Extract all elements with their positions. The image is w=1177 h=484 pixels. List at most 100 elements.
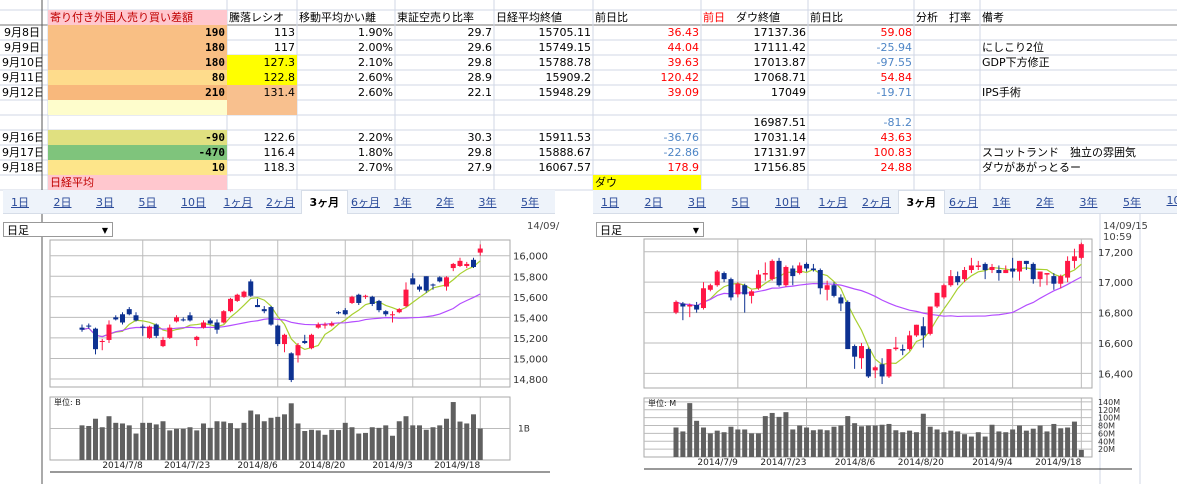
tab-2ヶ月[interactable]: 2ヶ月 [862,196,891,209]
cell-short[interactable]: 29.7 [467,26,493,39]
tab-1ヶ月[interactable]: 1ヶ月 [223,196,253,209]
cell-nk-chg[interactable]: 39.63 [667,56,700,69]
foreign-flow-header[interactable]: 寄り付き外国人売り買い差額 [48,10,227,25]
cell-dow[interactable]: 17031.14 [753,131,807,144]
cell-date[interactable]: 9月8日 [4,26,40,39]
cell-note[interactable]: スコットランド 独立の雰囲気 [982,146,1136,159]
tab-3年[interactable]: 3年 [1079,196,1098,209]
ma-deviation-header[interactable]: 移動平均かい離 [299,11,376,24]
cell-ratio[interactable]: 113 [274,26,295,39]
cell-dow-chg[interactable]: 24.88 [880,161,913,174]
cell-nk-chg[interactable]: -36.76 [663,131,699,144]
cell-dow[interactable]: 17013.87 [753,56,807,69]
cell-ratio[interactable]: 131.4 [227,85,297,100]
tab-3日[interactable]: 3日 [688,196,706,209]
tab-1年[interactable]: 1年 [992,196,1011,209]
tab-3日[interactable]: 3日 [96,196,114,209]
cell-ma-dev[interactable]: 2.70% [358,161,393,174]
cell-dow[interactable]: 17137.36 [753,26,807,39]
cell-ma-dev[interactable]: 2.60% [358,86,393,99]
cell-ratio[interactable]: 118.3 [263,161,296,174]
cell-foreign[interactable]: 190 [48,25,227,40]
cell-dow[interactable]: 17068.71 [753,71,807,84]
tab-10日[interactable]: 10日 [181,196,206,209]
cell-dow-chg[interactable]: 59.08 [880,26,913,39]
cell-nikkei[interactable]: 15749.15 [538,41,592,54]
cell-ratio[interactable]: 122.8 [227,70,297,85]
cell-dow[interactable]: 17111.42 [753,41,807,54]
tab-2日[interactable]: 2日 [53,196,72,209]
tab-2ヶ月[interactable]: 2ヶ月 [266,196,295,209]
tab-3ヶ月[interactable]: 3ヶ月 [897,190,946,214]
cell-nikkei[interactable]: 15888.67 [538,146,592,159]
cell-nikkei[interactable]: 16067.57 [538,161,592,174]
cell-ma-dev[interactable]: 1.90% [358,26,393,39]
dow-change-header[interactable]: 前日比 [810,11,843,24]
tab-5年[interactable]: 5年 [521,196,539,209]
cell-ma-dev[interactable]: 2.20% [358,131,393,144]
cell-nk-chg[interactable]: 36.43 [667,26,700,39]
cell-nikkei[interactable]: 15948.29 [538,86,592,99]
cell-nk-chg[interactable]: -22.86 [663,146,699,159]
cell-dow-chg[interactable]: 100.83 [873,146,913,159]
tab-5日[interactable]: 5日 [731,196,750,209]
cell-dow[interactable]: 17131.97 [753,146,807,159]
cell-dow-chg[interactable]: -81.2 [883,116,912,129]
cell-short[interactable]: 22.1 [467,86,493,99]
cell-ma-dev[interactable]: 1.80% [358,146,393,159]
tab-3年[interactable]: 3年 [478,196,497,209]
tab-3ヶ月[interactable]: 3ヶ月 [300,190,349,214]
tab-2年[interactable]: 2年 [436,196,454,209]
cell-dow-chg[interactable]: -97.55 [876,56,912,69]
cell-short[interactable]: 29.6 [467,41,493,54]
cell-date[interactable]: 9月16日 [2,131,42,144]
cell-date[interactable]: 9月17日 [2,146,42,159]
cell-date[interactable]: 9月10日 [2,56,42,69]
cell-dow-chg[interactable]: 54.84 [880,71,913,84]
cell-ratio[interactable]: 122.6 [263,131,296,144]
tab-1日[interactable]: 1日 [601,196,619,209]
cell-nikkei[interactable]: 15909.2 [545,71,592,84]
cell-foreign[interactable]: 210 [48,85,227,100]
dow-close-header[interactable]: 前日 ダウ終値 [701,10,808,25]
cell-date[interactable]: 9月9日 [4,41,40,54]
cell-ratio[interactable]: 127.3 [227,55,297,70]
cell-dow[interactable]: 17049 [771,86,806,99]
tab-1年[interactable]: 1年 [393,196,412,209]
cell-short[interactable]: 30.3 [467,131,493,144]
tab-1ヶ月[interactable]: 1ヶ月 [818,196,848,209]
tab-1日[interactable]: 1日 [11,196,29,209]
cell-foreign[interactable]: 10 [48,160,227,175]
cell-ratio[interactable]: 116.4 [263,146,296,159]
cell-nk-chg[interactable]: 39.09 [667,86,700,99]
cell-ratio[interactable] [227,100,297,115]
cell-dow-chg[interactable]: -25.94 [876,41,912,54]
tab-10[interactable]: 10 [1166,194,1177,207]
cell-nikkei[interactable]: 15705.11 [538,26,592,39]
cell-nk-chg[interactable]: 178.9 [667,161,700,174]
cell-foreign[interactable] [48,100,227,115]
dow-interval-select[interactable]: 日足 ▼ [596,222,704,237]
cell-foreign[interactable]: -470 [48,145,227,160]
cell-nikkei[interactable]: 15788.78 [538,56,592,69]
nikkei-change-header[interactable]: 前日比 [595,11,628,24]
nikkei-interval-select[interactable]: 日足 ▼ [3,222,113,237]
tab-2日[interactable]: 2日 [644,196,663,209]
short-ratio-header[interactable]: 東証空売り比率 [397,11,474,24]
cell-foreign[interactable]: 180 [48,55,227,70]
cell-note[interactable]: IPS手術 [982,86,1021,99]
cell-foreign[interactable]: -90 [48,130,227,145]
advance-decline-header[interactable]: 騰落レシオ [229,11,284,24]
cell-ma-dev[interactable]: 2.60% [358,71,393,84]
tab-5日[interactable]: 5日 [138,196,157,209]
cell-ratio[interactable]: 117 [274,41,295,54]
tab-10日[interactable]: 10日 [775,196,800,209]
tab-2年[interactable]: 2年 [1036,196,1054,209]
cell-date[interactable]: 9月11日 [2,71,42,84]
dow-label-cell[interactable]: ダウ [593,175,701,190]
cell-note[interactable]: ダウがあがっとるー [982,161,1081,174]
cell-note[interactable]: にしこり2位 [982,41,1044,54]
tab-6ヶ月[interactable]: 6ヶ月 [949,196,978,209]
note-header[interactable]: 備考 [982,11,1004,24]
cell-short[interactable]: 29.8 [467,56,493,69]
